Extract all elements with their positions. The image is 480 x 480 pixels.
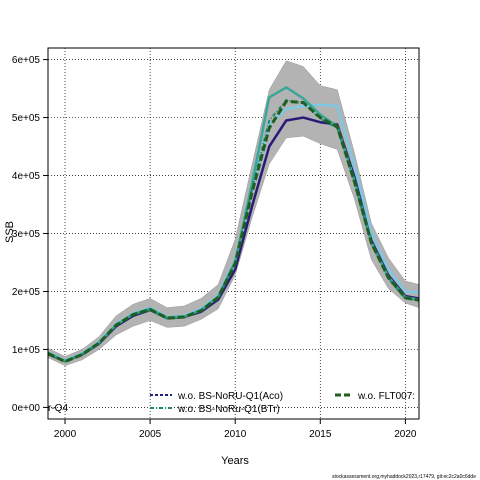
y-tick-label: 0e+00 [12, 403, 41, 414]
y-tick-label: 6e+05 [12, 55, 41, 66]
y-axis: 0e+00 1e+05 2e+05 3e+05 4e+05 5e+05 6e+05 [12, 55, 48, 414]
x-tick-label: 2010 [224, 429, 247, 440]
series-lines [47, 86, 420, 364]
legend-label-btr: w.o. BS-NoRu-Q1(BTr) [177, 404, 280, 415]
y-tick-label: 1e+05 [12, 345, 41, 356]
footer-note: stockassessment.org,myhaddock2023,r17479… [332, 474, 476, 480]
y-tick-label: 3e+05 [12, 229, 41, 240]
y-axis-label: SSB [4, 221, 16, 243]
legend-label-flt: w.o. FLT007: [357, 391, 415, 402]
x-tick-label: 2020 [394, 429, 417, 440]
x-tick-label: 2005 [139, 429, 162, 440]
y-tick-label: 2e+05 [12, 287, 41, 298]
legend-label-aco: w.o. BS-NoRU-Q1(Aco) [177, 391, 283, 402]
x-axis: 2000 2005 2010 2015 2020 [54, 419, 417, 440]
series-line-flt [47, 99, 420, 364]
y-tick-label: 5e+05 [12, 113, 41, 124]
r-q4-label: r-Q4 [48, 403, 68, 414]
x-tick-label: 2015 [309, 429, 332, 440]
legend: w.o. BS-NoRU-Q1(Aco) w.o. BS-NoRu-Q1(BTr… [150, 391, 415, 415]
x-axis-label: Years [221, 455, 249, 467]
x-tick-label: 2000 [54, 429, 77, 440]
y-tick-label: 4e+05 [12, 171, 41, 182]
